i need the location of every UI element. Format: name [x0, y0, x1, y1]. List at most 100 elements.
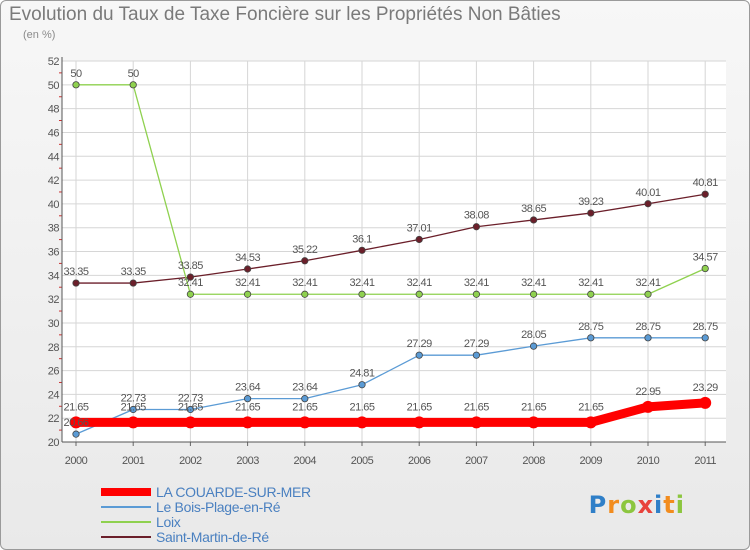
- data-point: [301, 290, 309, 298]
- legend-swatch: [101, 506, 151, 508]
- data-label: 50: [128, 68, 140, 80]
- legend-item: Saint-Martin-de-Ré: [101, 529, 401, 545]
- data-label: 21.65: [292, 401, 317, 413]
- logo-letter: i: [654, 491, 664, 519]
- y-tick-label: 48: [48, 104, 60, 116]
- data-label: 33.35: [63, 266, 88, 278]
- x-tick-label: 2009: [580, 455, 603, 467]
- legend-label: Saint-Martin-de-Ré: [156, 529, 269, 545]
- legend-swatch: [101, 536, 151, 538]
- legend-swatch: [101, 488, 151, 496]
- data-label: 23.64: [292, 382, 317, 394]
- x-tick-label: 2002: [179, 455, 202, 467]
- data-point: [358, 246, 366, 254]
- data-label: 28.75: [635, 321, 660, 333]
- data-label: 28.75: [693, 321, 718, 333]
- legend-label: Le Bois-Plage-en-Ré: [156, 499, 281, 515]
- data-point: [644, 290, 652, 298]
- grid-layer: [62, 60, 726, 443]
- data-label: 34.53: [235, 252, 260, 264]
- data-label: 38.65: [521, 203, 546, 215]
- data-label: 21.65: [235, 401, 260, 413]
- data-label: 21.65: [121, 401, 146, 413]
- chart-legend: LA COUARDE-SUR-MER Le Bois-Plage-en-Ré Loi…: [101, 484, 401, 545]
- data-label: 32.41: [635, 277, 660, 289]
- y-tick-label: 50: [48, 80, 60, 92]
- data-point: [415, 351, 423, 359]
- x-tick-label: 2007: [465, 455, 488, 467]
- y-tick-label: 26: [48, 366, 60, 378]
- data-label: 37.01: [407, 222, 432, 234]
- data-point: [129, 405, 137, 414]
- series-line-0: [71, 398, 710, 427]
- data-label: 32.41: [578, 277, 603, 289]
- x-tick-label: 2005: [351, 455, 374, 467]
- data-label: 22.73: [178, 392, 203, 404]
- y-tick-label: 42: [48, 175, 60, 187]
- proxiti-logo: Proxiti: [589, 491, 685, 519]
- data-label: 32.41: [349, 277, 374, 289]
- data-point: [587, 334, 595, 342]
- data-point: [472, 223, 480, 231]
- chart-title: Evolution du Taux de Taxe Foncière sur l…: [9, 4, 561, 25]
- data-label: 35.22: [292, 244, 317, 256]
- data-label: 27.29: [464, 338, 489, 350]
- data-point: [529, 290, 538, 298]
- data-label: 50: [70, 68, 82, 80]
- data-label: 32.41: [464, 277, 489, 289]
- data-point: [301, 395, 309, 403]
- legend-swatch: [101, 521, 151, 523]
- data-point: [527, 416, 540, 429]
- y-tick-label: 34: [48, 270, 60, 282]
- data-point: [301, 257, 309, 265]
- data-point: [644, 200, 652, 208]
- data-point: [127, 416, 140, 429]
- data-point: [356, 416, 368, 429]
- logo-letter: x: [637, 491, 655, 519]
- data-label: 21.65: [63, 401, 88, 413]
- data-point: [244, 265, 252, 273]
- data-point: [358, 290, 366, 298]
- legend-item: Le Bois-Plage-en-Ré: [101, 499, 401, 515]
- data-label: 32.41: [178, 277, 203, 289]
- data-point: [472, 351, 480, 359]
- data-point: [241, 416, 254, 429]
- data-point: [701, 264, 709, 273]
- data-point: [587, 209, 595, 217]
- data-label: 22.95: [635, 386, 660, 398]
- y-tick-label: 36: [48, 247, 60, 259]
- logo-letter: t: [663, 491, 676, 519]
- x-tick-label: 2006: [408, 455, 431, 467]
- x-tick-label: 2008: [522, 455, 545, 467]
- data-point: [642, 400, 654, 413]
- data-label: 28.05: [521, 329, 546, 341]
- x-tick-label: 2001: [122, 455, 145, 467]
- data-label: 39.23: [578, 196, 603, 208]
- data-label: 27.29: [407, 338, 432, 350]
- y-tick-label: 24: [48, 389, 60, 401]
- y-tick-label: 52: [48, 56, 60, 68]
- axis-layer: 20 22 24 26 28 30 32 34 36 38 40 42 44 46 48 50 52 2000 20…: [48, 56, 726, 467]
- data-label: 24.81: [349, 368, 374, 380]
- y-tick-label: 32: [48, 294, 60, 306]
- data-point: [584, 416, 597, 429]
- y-tick-label: 40: [48, 199, 60, 211]
- data-label: 21.65: [464, 401, 489, 413]
- series-layer: [70, 81, 712, 438]
- data-label: 21.65: [349, 401, 374, 413]
- y-tick-label: 30: [48, 318, 60, 330]
- y-tick-label: 22: [48, 413, 60, 425]
- y-axis-unit: (en %): [23, 29, 56, 41]
- logo-letter: r: [607, 491, 621, 519]
- data-label: 33.85: [178, 260, 203, 272]
- data-label: 28.75: [578, 321, 603, 333]
- data-point: [186, 273, 194, 281]
- x-tick-label: 2000: [65, 455, 88, 467]
- legend-item: LA COUARDE-SUR-MER: [101, 484, 401, 500]
- legend-label: LA COUARDE-SUR-MER: [156, 484, 311, 500]
- data-label: 34.57: [693, 252, 718, 264]
- data-point: [644, 334, 652, 342]
- data-point: [72, 430, 80, 438]
